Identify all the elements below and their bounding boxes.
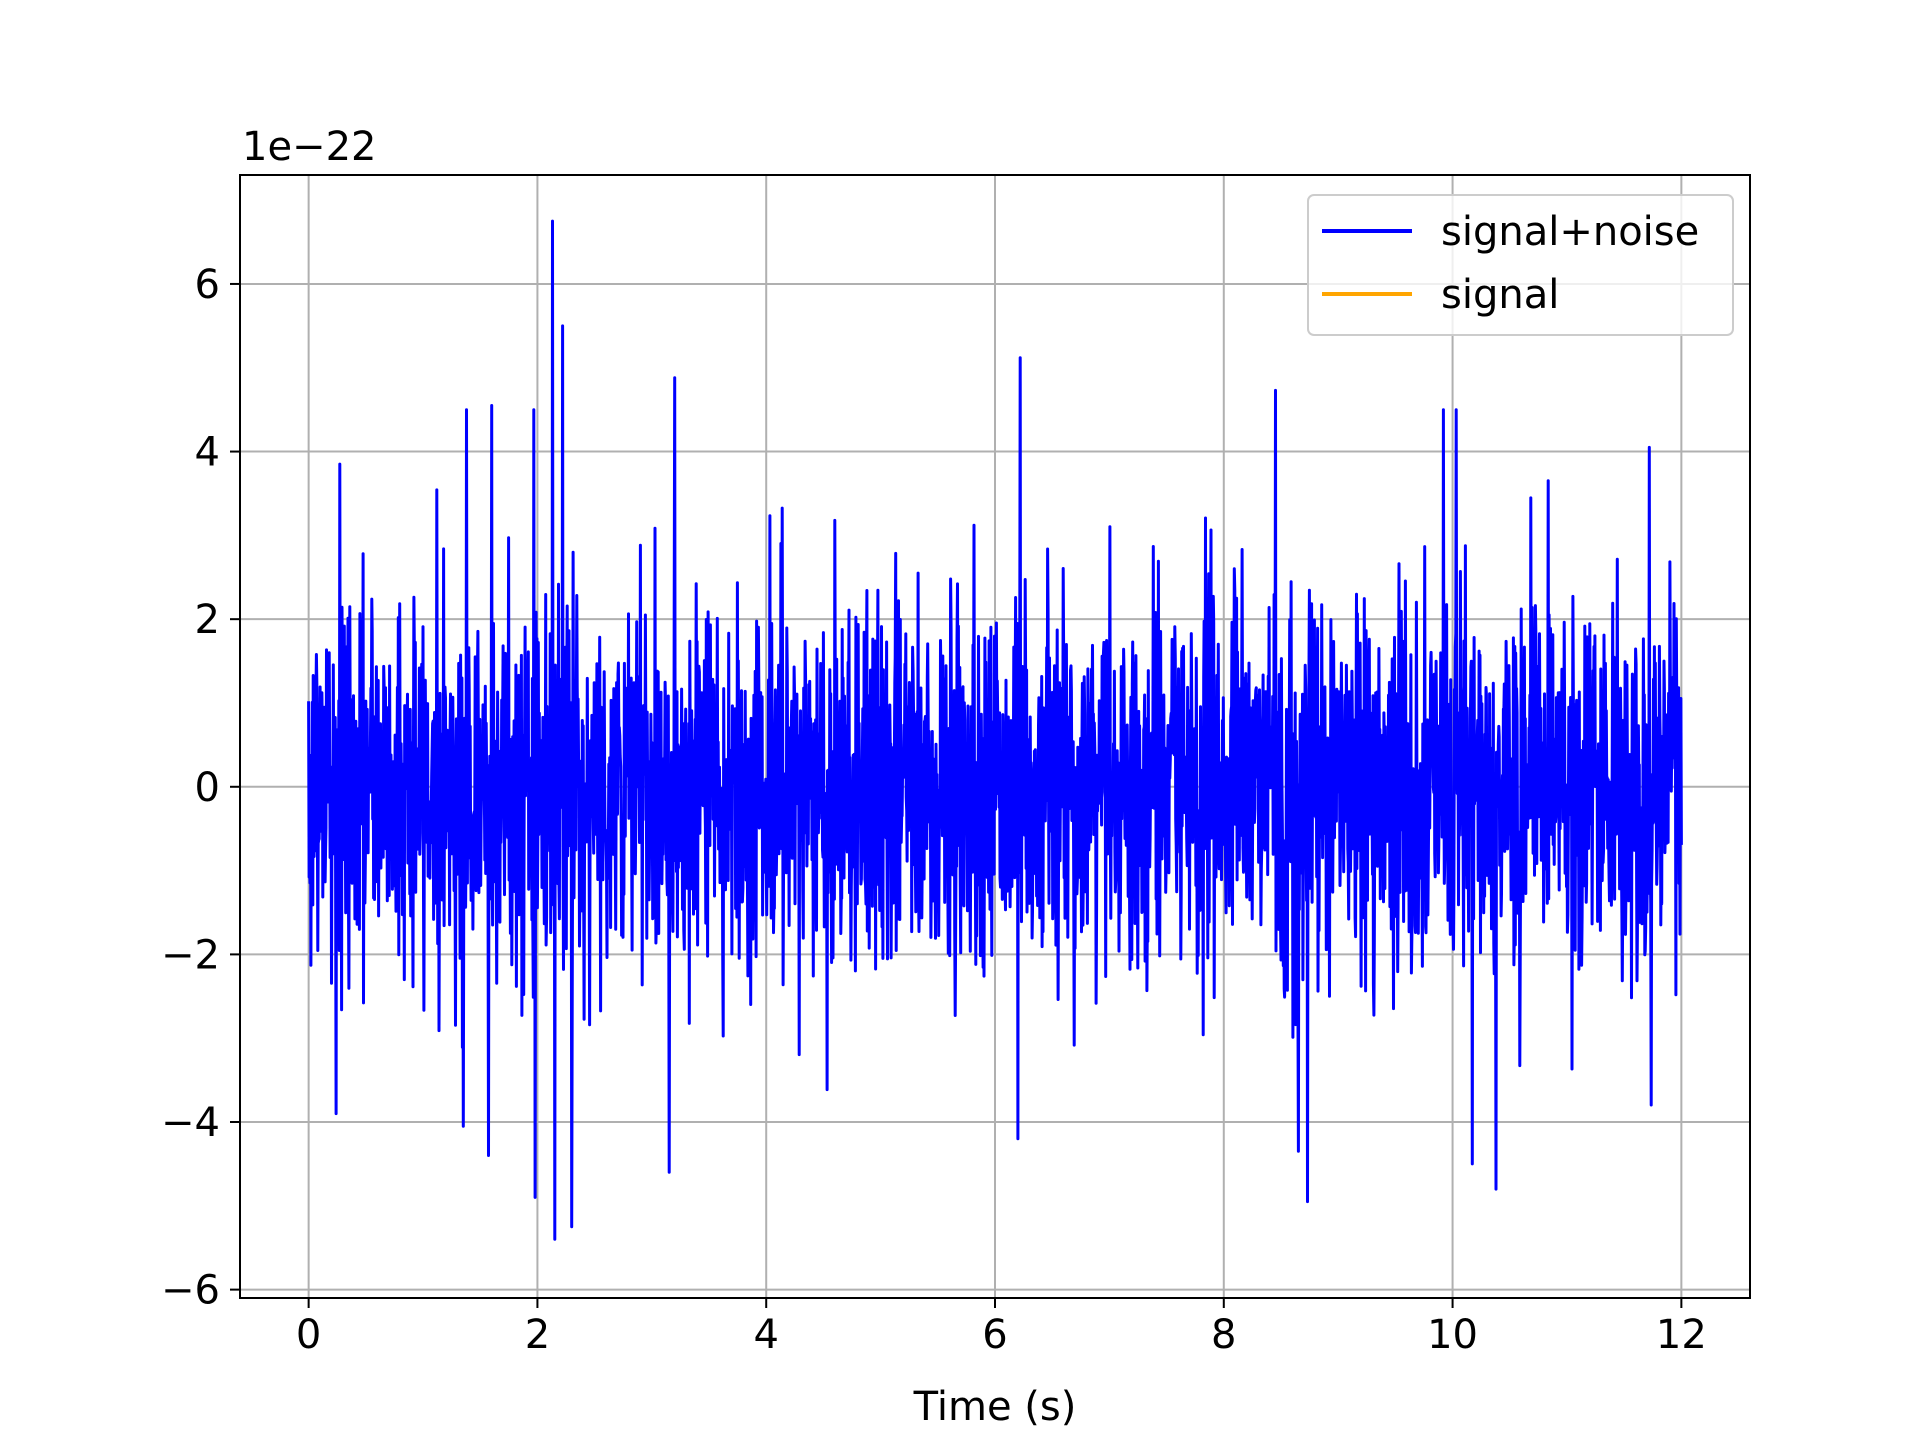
y-tick-label: −6 xyxy=(161,1268,220,1314)
y-tick-label: 0 xyxy=(195,765,220,811)
y-axis: −6 −4 −2 0 2 4 6 xyxy=(161,262,240,1314)
x-tick-label: 8 xyxy=(1211,1312,1236,1358)
x-axis: 0 2 4 6 8 10 12 xyxy=(296,1298,1707,1358)
plot-area xyxy=(307,219,1683,1241)
legend-label-signal: signal xyxy=(1441,272,1559,318)
series-layer xyxy=(307,219,1683,1241)
legend: signal+noise signal xyxy=(1307,194,1734,336)
y-tick-label: 2 xyxy=(195,597,220,643)
x-tick-label: 2 xyxy=(525,1312,550,1358)
y-offset-label: 1e−22 xyxy=(242,124,376,170)
series-line-signal-noise xyxy=(307,219,1683,1241)
legend-box xyxy=(1307,194,1734,336)
x-tick-label: 12 xyxy=(1656,1312,1707,1358)
y-tick-label: 6 xyxy=(195,262,220,308)
x-tick-label: 0 xyxy=(296,1312,321,1358)
x-tick-label: 4 xyxy=(753,1312,778,1358)
y-tick-label: −2 xyxy=(161,932,220,978)
legend-label-signal-noise: signal+noise xyxy=(1441,209,1699,255)
y-tick-label: 4 xyxy=(195,430,220,476)
x-axis-title: Time (s) xyxy=(913,1384,1077,1430)
y-tick-label: −4 xyxy=(161,1100,220,1146)
x-tick-label: 10 xyxy=(1427,1312,1478,1358)
x-tick-label: 6 xyxy=(982,1312,1007,1358)
